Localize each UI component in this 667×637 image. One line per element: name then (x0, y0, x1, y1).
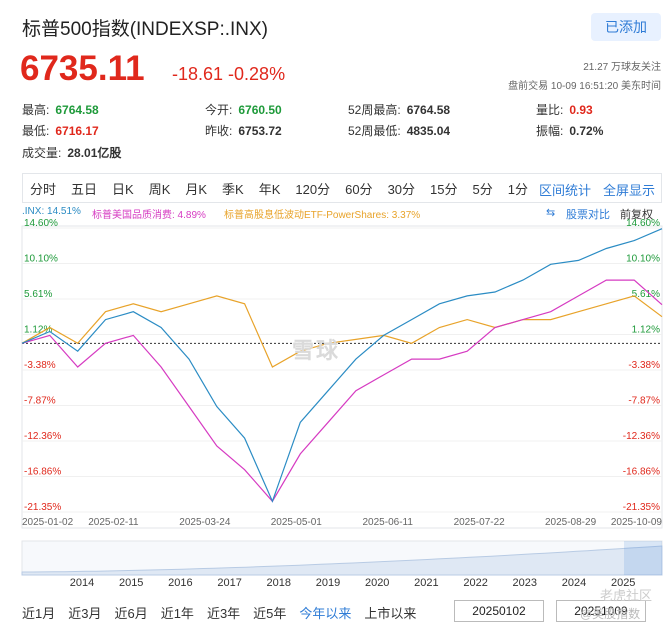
navigator-year: 2019 (316, 577, 340, 589)
range-button[interactable]: 近3月 (68, 605, 102, 621)
tab-period[interactable]: 月K (185, 181, 208, 197)
navigator-year: 2022 (463, 577, 487, 589)
tab-period[interactable]: 1分 (507, 181, 528, 197)
tab-period[interactable]: 30分 (387, 181, 416, 197)
tab-period[interactable]: 15分 (430, 181, 458, 197)
x-tick-label: 2025-02-11 (88, 517, 139, 528)
y-tick-right: -3.38% (628, 360, 660, 371)
tab-period[interactable]: 120分 (295, 181, 331, 197)
navigator-year: 2016 (168, 577, 192, 589)
chart-frame (21, 225, 663, 529)
tab-period[interactable]: 分时 (30, 181, 57, 197)
x-tick-label: 2025-01-02 (22, 517, 74, 528)
tab-period[interactable]: 60分 (345, 181, 373, 197)
legend-lowvol: 标普高股息低波动ETF-PowerShares: 3.37% (224, 210, 421, 221)
series-line (21, 279, 663, 503)
adjust-button[interactable]: 前复权 (620, 209, 653, 221)
navigator-year: 2025 (611, 577, 635, 589)
x-tick-label: 2025-03-24 (179, 517, 231, 528)
y-tick-left: 1.12% (24, 324, 52, 335)
tab-period[interactable]: 季K (222, 181, 244, 197)
period-tabs: 分时 五日 日K 周K 月K 季K 年K 120分 60分 30分 15分 5分… (22, 173, 662, 203)
y-tick-right: -12.36% (623, 431, 660, 442)
y-tick-right: 14.60% (626, 218, 660, 229)
price-change: -18.61 -0.28% (172, 64, 286, 84)
y-tick-left: -3.38% (24, 360, 56, 371)
corner-watermark: 老虎社区 (600, 588, 653, 603)
tab-period[interactable]: 年K (258, 181, 281, 197)
navigator-year: 2024 (562, 577, 586, 589)
navigator-selection (624, 541, 662, 575)
tab-period[interactable]: 5分 (472, 181, 493, 197)
navigator-year: 2017 (217, 577, 241, 589)
y-tick-left: -21.35% (24, 502, 61, 513)
follow-button[interactable]: 已添加 (591, 13, 661, 41)
current-price: 6735.11 (20, 49, 145, 88)
x-tick-label: 2025-06-11 (363, 517, 414, 528)
stat-volume-ratio: 量比: 0.93 (536, 103, 593, 117)
navigator-year: 2018 (267, 577, 291, 589)
legend-inx: .INX: 14.51% (22, 206, 81, 217)
x-tick-label: 2025-05-01 (271, 517, 323, 528)
navigator-year: 2015 (119, 577, 143, 589)
y-tick-right: 10.10% (626, 254, 660, 265)
page-title: 标普500指数(INDEXSP:.INX) (22, 19, 268, 40)
series-line (21, 295, 663, 368)
tab-period[interactable]: 周K (148, 181, 171, 197)
y-tick-left: 5.61% (24, 289, 52, 300)
stat-low: 最低: 6716.17 (22, 124, 99, 138)
corner-watermark-2: @美股指数 (580, 607, 641, 621)
stat-52w-low: 52周最低: 4835.04 (348, 124, 451, 138)
y-tick-right: 5.61% (632, 289, 660, 300)
range-button[interactable]: 近3年 (206, 605, 241, 621)
stat-amplitude: 振幅: 0.72% (536, 124, 604, 138)
market-status: 盘前交易 10-09 16:51:20 美东时间 (508, 81, 661, 92)
y-tick-left: -7.87% (24, 396, 56, 407)
compare-icon[interactable]: ⇆ (546, 207, 556, 219)
stat-volume: 成交量: 28.01亿股 (22, 146, 122, 160)
watermark: 雪球 (292, 338, 341, 363)
tab-period[interactable]: 五日 (71, 181, 98, 197)
y-tick-right: -16.86% (623, 467, 660, 478)
navigator-year: 2014 (70, 577, 94, 589)
interval-stats-button[interactable]: 区间统计 (539, 183, 592, 198)
x-tick-label: 2025-08-29 (545, 517, 597, 528)
range-button-active[interactable]: 今年以来 (299, 605, 352, 621)
stat-prev-close: 昨收: 6753.72 (205, 124, 282, 138)
stat-high: 最高: 6764.58 (22, 103, 99, 117)
stat-open: 今开: 6760.50 (205, 103, 282, 117)
navigator-year: 2023 (513, 577, 537, 589)
y-tick-right: -7.87% (628, 396, 660, 407)
range-button[interactable]: 近5年 (253, 605, 287, 621)
series-line (21, 228, 663, 503)
y-tick-right: 1.12% (632, 324, 660, 335)
range-button[interactable]: 近1月 (22, 605, 56, 621)
compare-button[interactable]: 股票对比 (566, 209, 610, 221)
tab-period[interactable]: 日K (112, 181, 134, 197)
range-button[interactable]: 近1年 (160, 605, 194, 621)
range-button[interactable]: 上市以来 (364, 605, 417, 621)
date-to-input[interactable]: 20251009 (556, 600, 646, 622)
legend-quality: 标普美国品质消费: 4.89% (92, 210, 206, 221)
x-tick-label: 2025-07-22 (454, 517, 506, 528)
date-from-input[interactable]: 20250102 (454, 600, 544, 622)
followers-count: 21.27 万球友关注 (583, 62, 661, 73)
navigator-area (21, 545, 663, 576)
navigator-year: 2020 (365, 577, 389, 589)
range-button[interactable]: 近6月 (114, 605, 148, 621)
fullscreen-button[interactable]: 全屏显示 (603, 183, 656, 198)
y-tick-left: 10.10% (24, 254, 58, 265)
y-tick-left: -12.36% (24, 431, 61, 442)
range-bar: 近1月 近3月 近6月 近1年 近3年 近5年 今年以来 上市以来 (22, 599, 662, 625)
y-tick-right: -21.35% (623, 502, 660, 513)
y-tick-left: -16.86% (24, 467, 61, 478)
stat-52w-high: 52周最高: 6764.58 (348, 103, 451, 117)
x-tick-label: 2025-10-09 (611, 517, 663, 528)
navigator-year: 2021 (414, 577, 438, 589)
y-tick-left: 14.60% (24, 218, 58, 229)
